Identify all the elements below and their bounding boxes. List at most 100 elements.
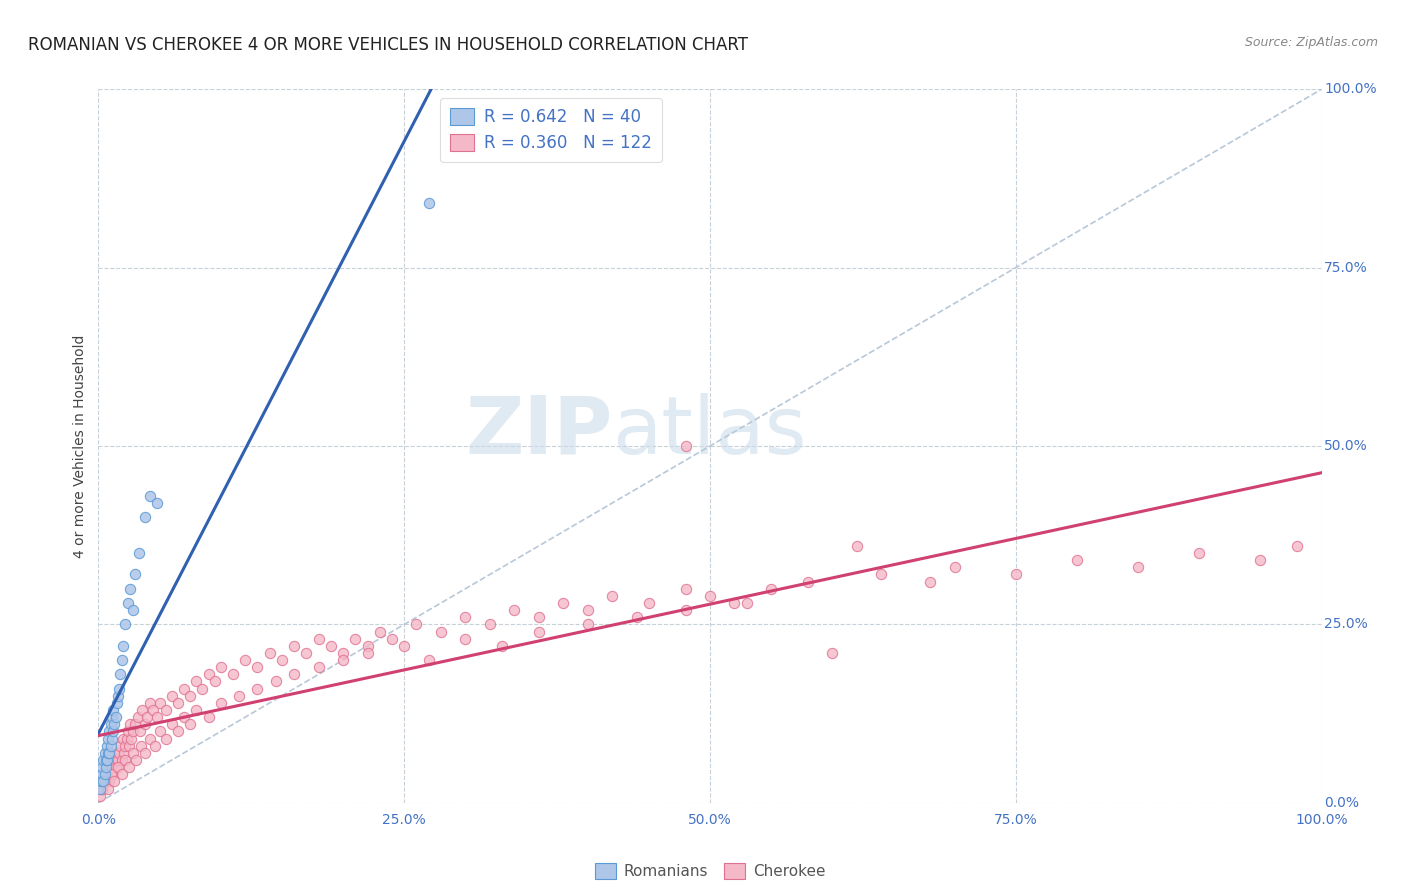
Point [943,560,966,574]
Point [283,667,305,681]
Point [246,660,269,674]
Point [264,674,287,689]
Point [295,646,318,660]
Point [104,710,127,724]
Point [527,624,550,639]
Point [100,767,122,781]
Point [675,439,697,453]
Point [146,496,169,510]
Point [101,731,124,746]
Text: ZIP: ZIP [465,392,612,471]
Point [100,717,122,731]
Point [96,767,118,781]
Point [491,639,513,653]
Point [131,703,153,717]
Point [89,781,111,796]
Point [136,710,159,724]
Point [308,632,330,646]
Point [91,774,114,789]
Point [332,653,354,667]
Point [160,689,183,703]
Point [134,717,156,731]
Point [626,610,648,624]
Point [93,767,115,781]
Point [91,760,114,774]
Point [821,646,844,660]
Legend: Romanians, Cherokee: Romanians, Cherokee [589,857,831,885]
Point [98,724,121,739]
Point [117,724,139,739]
Point [675,582,697,596]
Point [1286,539,1309,553]
Text: 25.0%: 25.0% [1324,617,1368,632]
Point [430,624,453,639]
Point [139,731,162,746]
Point [149,696,172,710]
Point [392,639,416,653]
Point [418,653,440,667]
Point [93,774,115,789]
Point [129,724,152,739]
Point [112,746,135,760]
Point [1066,553,1088,567]
Point [120,582,142,596]
Point [125,753,148,767]
Point [723,596,745,610]
Point [97,746,120,760]
Point [761,582,783,596]
Point [91,781,114,796]
Point [228,689,250,703]
Point [129,739,152,753]
Point [94,760,117,774]
Point [128,546,150,560]
Point [283,639,305,653]
Point [107,760,129,774]
Point [98,746,121,760]
Point [94,753,117,767]
Point [527,610,550,624]
Point [115,731,138,746]
Point [209,660,232,674]
Point [179,689,201,703]
Point [344,632,367,646]
Point [114,617,136,632]
Point [103,717,125,731]
Point [186,703,208,717]
Point [111,731,134,746]
Point [381,632,404,646]
Point [503,603,526,617]
Point [91,781,114,796]
Point [103,774,125,789]
Point [155,703,177,717]
Point [870,567,893,582]
Point [93,746,115,760]
Point [405,617,427,632]
Point [797,574,820,589]
Point [191,681,214,696]
Point [118,760,141,774]
Point [124,567,146,582]
Point [332,646,354,660]
Point [101,724,124,739]
Point [845,539,868,553]
Point [209,696,232,710]
Point [576,617,599,632]
Point [108,746,131,760]
Point [173,710,195,724]
Point [454,632,477,646]
Text: 0.0%: 0.0% [1324,796,1360,810]
Point [101,703,124,717]
Point [96,753,118,767]
Point [90,774,112,789]
Point [233,653,256,667]
Point [197,710,219,724]
Point [103,753,125,767]
Point [1004,567,1026,582]
Point [111,653,134,667]
Point [100,739,122,753]
Point [107,753,129,767]
Point [121,724,143,739]
Point [139,696,162,710]
Point [111,767,134,781]
Point [155,731,177,746]
